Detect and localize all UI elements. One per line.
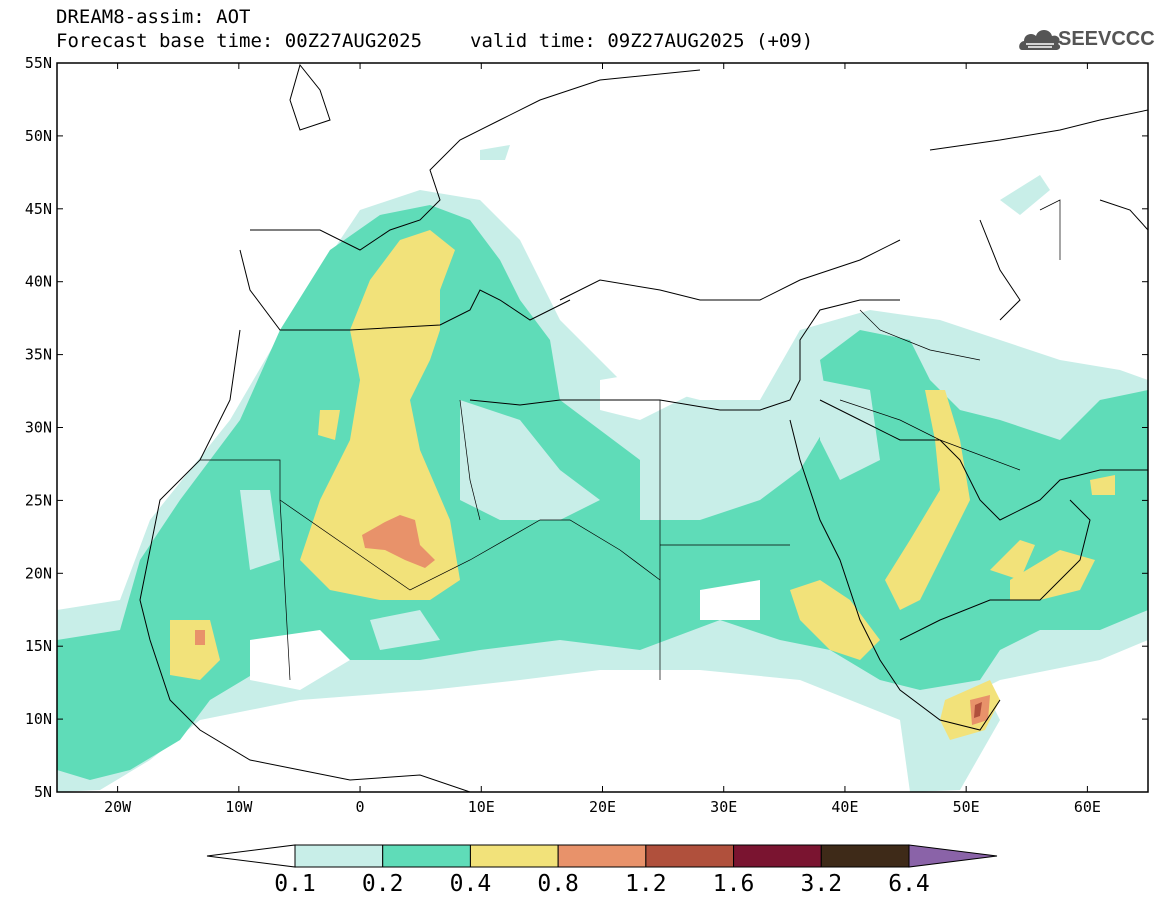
lon-tick-label: 60E	[1074, 798, 1101, 816]
logo-text: SEEVCCC	[1058, 28, 1155, 50]
colorbar-level-label: 1.6	[712, 871, 755, 897]
lat-tick-label: 15N	[25, 637, 52, 655]
aot-fields	[57, 145, 1148, 792]
lat-tick-label: 10N	[25, 710, 52, 728]
axis-tick-labels: 5N 10N 15N 20N 25N 30N 35N 40N 45N 50N 55N 20W 10W 0 1…	[25, 54, 1101, 816]
map-title: DREAM8-assim: AOT	[56, 6, 251, 28]
colorbar-level-label: 0.2	[361, 871, 404, 897]
colorbar-level-label: 3.2	[800, 871, 843, 897]
colorbar-cell	[557, 844, 647, 868]
lon-tick-label: 20E	[589, 798, 616, 816]
valid-time: valid time: 09Z27AUG2025 (+09)	[470, 30, 814, 52]
colorbar-cell	[382, 844, 471, 868]
colorbar-level-label: 0.4	[449, 871, 492, 897]
colorbar-level-label: 1.2	[625, 871, 667, 897]
colorbar-cell	[733, 844, 822, 868]
lat-tick-label: 5N	[34, 783, 52, 801]
colorbar-level-label: 0.8	[537, 871, 579, 897]
lon-tick-label: 40E	[831, 798, 858, 816]
lat-tick-label: 40N	[25, 273, 52, 291]
colorbar-level-label: 0.1	[274, 871, 316, 897]
colorbar-cell	[820, 844, 910, 868]
colorbar-over	[908, 844, 998, 868]
colorbar-cell	[294, 844, 384, 868]
colorbar-cell	[645, 844, 735, 868]
lon-tick-label: 20W	[104, 798, 132, 816]
colorbar-under	[206, 844, 296, 868]
lon-tick-label: 10E	[468, 798, 495, 816]
lat-tick-label: 35N	[25, 346, 52, 364]
coastlines	[139, 63, 1148, 792]
base-time: Forecast base time: 00Z27AUG2025	[56, 30, 423, 52]
axis-ticks	[57, 62, 1148, 793]
time-info: Forecast base time: 00Z27AUG2025 valid ti…	[56, 30, 813, 52]
lon-tick-label: 10W	[225, 798, 253, 816]
lat-tick-label: 30N	[25, 419, 52, 437]
lat-tick-label: 25N	[25, 491, 52, 509]
colorbar-level-label: 6.4	[888, 871, 930, 897]
lat-tick-label: 20N	[25, 564, 52, 582]
colorbar-cell	[469, 844, 559, 868]
lon-tick-label: 0	[356, 798, 365, 816]
lat-tick-label: 55N	[25, 54, 52, 72]
lat-tick-label: 50N	[25, 127, 52, 145]
cloud-icon	[1019, 30, 1061, 50]
lon-tick-label: 30E	[710, 798, 737, 816]
lat-tick-label: 45N	[25, 200, 52, 218]
lon-tick-label: 50E	[953, 798, 980, 816]
